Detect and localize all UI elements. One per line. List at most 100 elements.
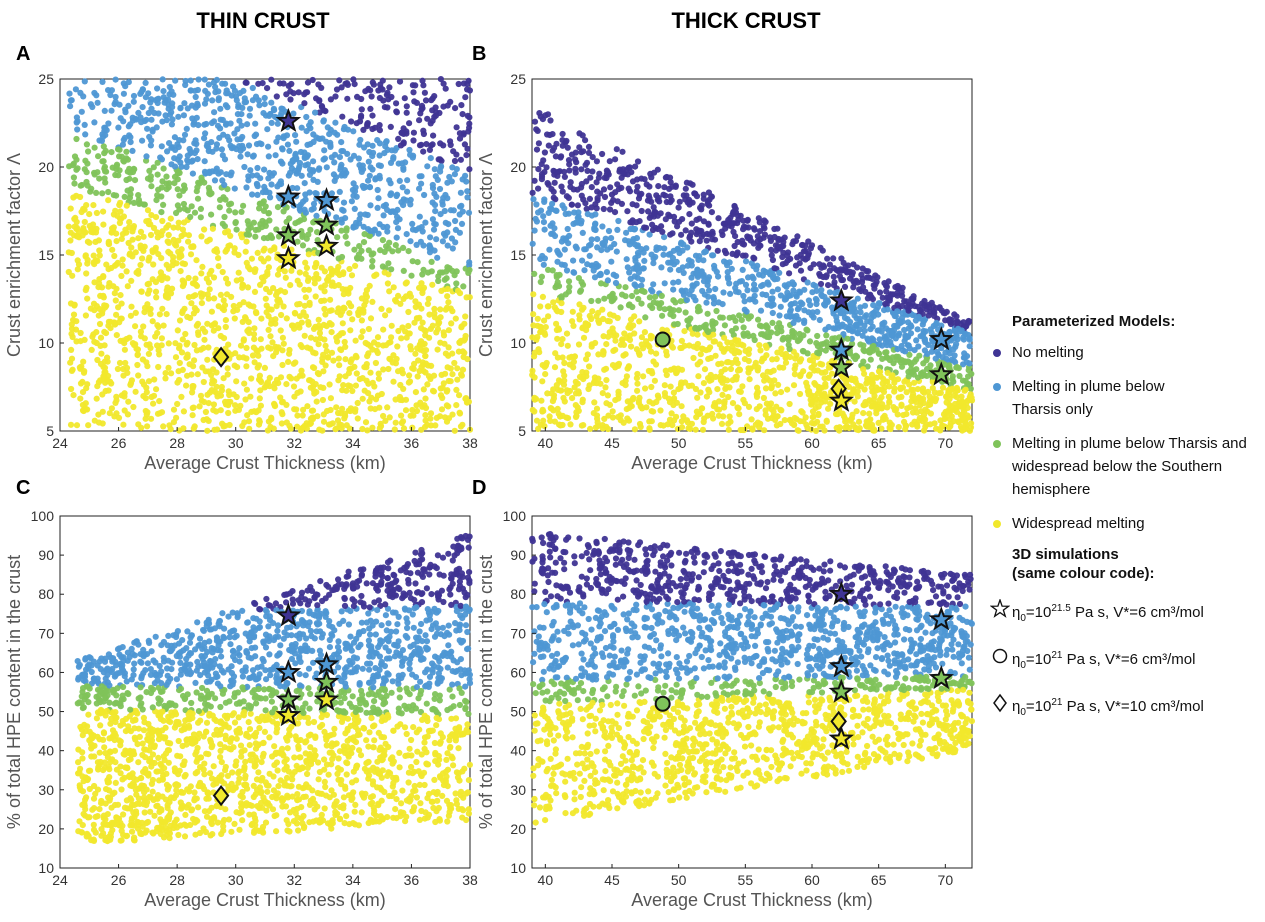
scatter-point xyxy=(769,319,776,326)
scatter-point xyxy=(776,269,783,276)
scatter-point xyxy=(720,289,727,296)
scatter-point xyxy=(257,281,264,288)
scatter-point xyxy=(268,416,275,423)
scatter-point xyxy=(799,409,806,416)
scatter-point xyxy=(440,380,447,387)
scatter-point xyxy=(249,191,256,198)
scatter-point xyxy=(852,375,859,382)
scatter-point xyxy=(353,370,360,377)
scatter-point xyxy=(224,371,231,378)
scatter-point xyxy=(368,251,375,258)
scatter-point xyxy=(154,410,162,417)
scatter-point xyxy=(173,260,180,267)
scatter-point xyxy=(717,377,725,384)
scatter-point xyxy=(294,321,301,328)
scatter-point xyxy=(553,274,560,281)
scatter-point xyxy=(108,107,115,114)
scatter-point xyxy=(459,366,467,373)
scatter-point xyxy=(764,301,771,308)
scatter-point xyxy=(302,162,309,169)
scatter-point xyxy=(279,160,286,167)
scatter-point xyxy=(186,361,193,368)
scatter-point xyxy=(370,149,377,156)
scatter-point xyxy=(346,425,353,432)
scatter-point xyxy=(252,309,260,316)
scatter-point xyxy=(605,227,613,235)
scatter-point xyxy=(302,196,309,203)
scatter-point xyxy=(965,373,972,380)
scatter-point xyxy=(141,304,149,311)
scatter-point xyxy=(796,390,804,398)
scatter-point xyxy=(369,424,376,431)
scatter-point xyxy=(874,406,881,413)
scatter-point xyxy=(249,352,257,359)
scatter-point xyxy=(374,204,381,211)
scatter-point xyxy=(276,296,283,303)
scatter-point xyxy=(191,150,198,157)
scatter-point xyxy=(352,337,359,344)
scatter-point xyxy=(427,155,434,162)
scatter-point xyxy=(208,211,215,218)
scatter-point xyxy=(179,226,186,233)
scatter-point xyxy=(265,175,272,182)
scatter-point xyxy=(902,332,909,339)
scatter-point xyxy=(217,196,224,203)
scatter-point xyxy=(631,426,639,433)
scatter-point xyxy=(574,380,581,387)
scatter-point xyxy=(405,379,412,386)
scatter-point xyxy=(639,405,646,412)
scatter-point xyxy=(158,143,165,150)
scatter-point xyxy=(427,234,434,241)
scatter-point xyxy=(817,244,824,251)
scatter-point xyxy=(170,419,177,426)
scatter-point xyxy=(298,124,305,131)
scatter-point xyxy=(424,163,431,170)
scatter-point xyxy=(309,415,316,423)
scatter-point xyxy=(209,225,216,232)
scatter-point xyxy=(540,261,547,268)
scatter-point xyxy=(669,344,677,351)
scatter-point xyxy=(791,300,799,307)
scatter-point xyxy=(366,172,373,179)
scatter-point xyxy=(400,267,407,274)
scatter-point xyxy=(192,275,199,282)
scatter-point xyxy=(180,425,187,432)
scatter-point xyxy=(785,341,792,348)
scatter-point xyxy=(225,409,232,417)
scatter-point xyxy=(420,386,427,393)
scatter-point xyxy=(217,125,224,132)
scatter-point xyxy=(739,383,746,390)
scatter-point xyxy=(453,151,460,158)
scatter-point xyxy=(176,359,183,367)
scatter-point xyxy=(343,387,350,394)
scatter-point xyxy=(286,346,293,354)
scatter-point xyxy=(412,82,419,89)
scatter-point xyxy=(347,407,354,415)
scatter-point xyxy=(531,353,538,360)
scatter-point xyxy=(294,238,301,245)
scatter-point xyxy=(395,247,402,254)
scatter-point xyxy=(390,155,397,162)
scatter-point xyxy=(243,184,250,191)
scatter-point xyxy=(711,262,718,269)
scatter-point xyxy=(294,389,301,396)
scatter-point xyxy=(420,148,427,155)
scatter-point xyxy=(424,381,431,388)
scatter-point xyxy=(919,300,926,307)
scatter-point xyxy=(210,274,218,281)
x-tick-label: 30 xyxy=(228,435,244,451)
scatter-point xyxy=(137,328,144,335)
scatter-point xyxy=(530,311,537,318)
scatter-point xyxy=(178,349,186,356)
scatter-point xyxy=(962,386,969,393)
scatter-point xyxy=(434,326,442,333)
scatter-point xyxy=(113,238,120,245)
scatter-point xyxy=(232,209,239,216)
scatter-point xyxy=(294,185,301,192)
scatter-point xyxy=(338,347,345,354)
scatter-point xyxy=(362,419,370,426)
scatter-point xyxy=(566,167,573,174)
panel-label-d: D xyxy=(472,477,486,499)
scatter-point xyxy=(68,346,75,353)
scatter-point xyxy=(380,97,387,104)
